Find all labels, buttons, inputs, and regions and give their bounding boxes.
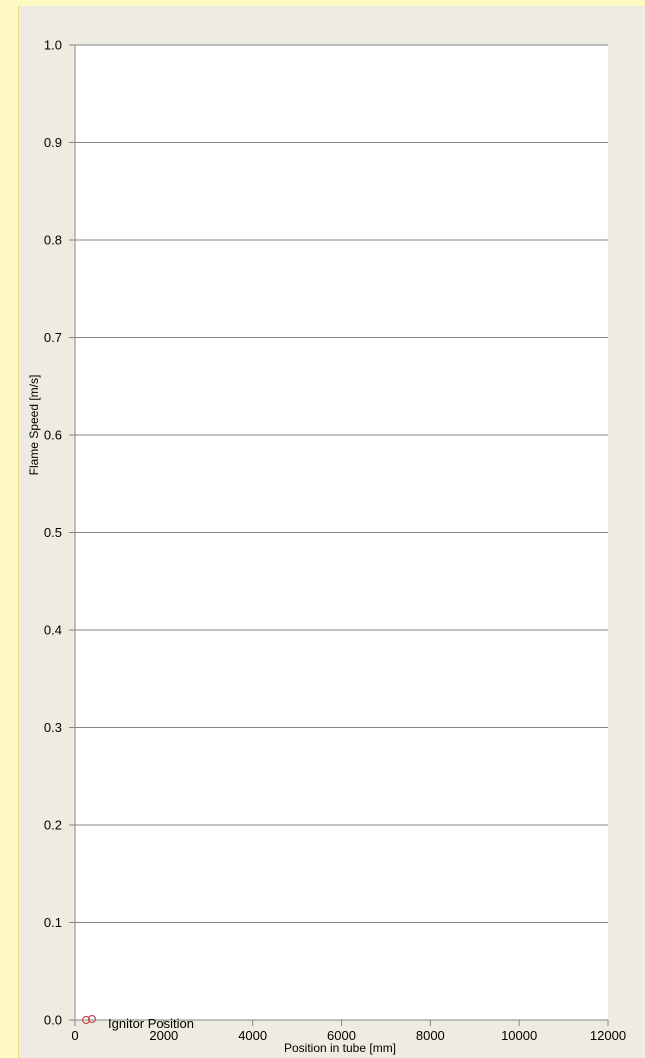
x-tick-label-5: 10000 — [501, 1028, 537, 1043]
legend-marker-ignitor-position — [87, 1014, 97, 1024]
y-tick-label-8: 0.8 — [44, 233, 62, 248]
y-tick-label-7: 0.7 — [44, 330, 62, 345]
y-tick-label-4: 0.4 — [44, 623, 62, 638]
y-axis-title: Flame Speed [m/s] — [27, 375, 41, 476]
x-tick-label-3: 6000 — [327, 1028, 356, 1043]
y-tick-label-2: 0.2 — [44, 818, 62, 833]
x-tick-label-0: 0 — [71, 1028, 78, 1043]
x-tick-label-1: 2000 — [149, 1028, 178, 1043]
sheet-top-strip — [0, 0, 645, 6]
data-point-0-0 — [82, 1015, 91, 1025]
sheet-edge-strip — [0, 0, 19, 1058]
x-tick-labels: 0 2000 4000 6000 8000 10000 12000 — [71, 1028, 626, 1043]
x-axis-title: Position in tube [mm] — [284, 1041, 396, 1055]
y-tick-label-9: 0.9 — [44, 135, 62, 150]
legend-label-ignitor-position: Ignitor Position — [108, 1016, 194, 1031]
x-tick-label-6: 12000 — [590, 1028, 626, 1043]
x-tick-label-4: 8000 — [416, 1028, 445, 1043]
y-tick-label-6: 0.6 — [44, 428, 62, 443]
x-tick-label-2: 4000 — [238, 1028, 267, 1043]
y-tick-label-1: 0.1 — [44, 915, 62, 930]
x-tick-marks — [74, 1020, 609, 1026]
y-tick-labels: 0.0 0.1 0.2 0.3 0.4 0.5 0.6 0.7 0.8 0.9 1.0 — [44, 38, 62, 1028]
grid-lines — [69, 44, 608, 1021]
y-tick-label-0: 0.0 — [44, 1013, 62, 1028]
y-tick-label-5: 0.5 — [44, 525, 62, 540]
data-points — [82, 1015, 91, 1025]
y-tick-label-3: 0.3 — [44, 720, 62, 735]
legend: Ignitor Position — [87, 1014, 194, 1031]
y-tick-label-10: 1.0 — [44, 38, 62, 53]
